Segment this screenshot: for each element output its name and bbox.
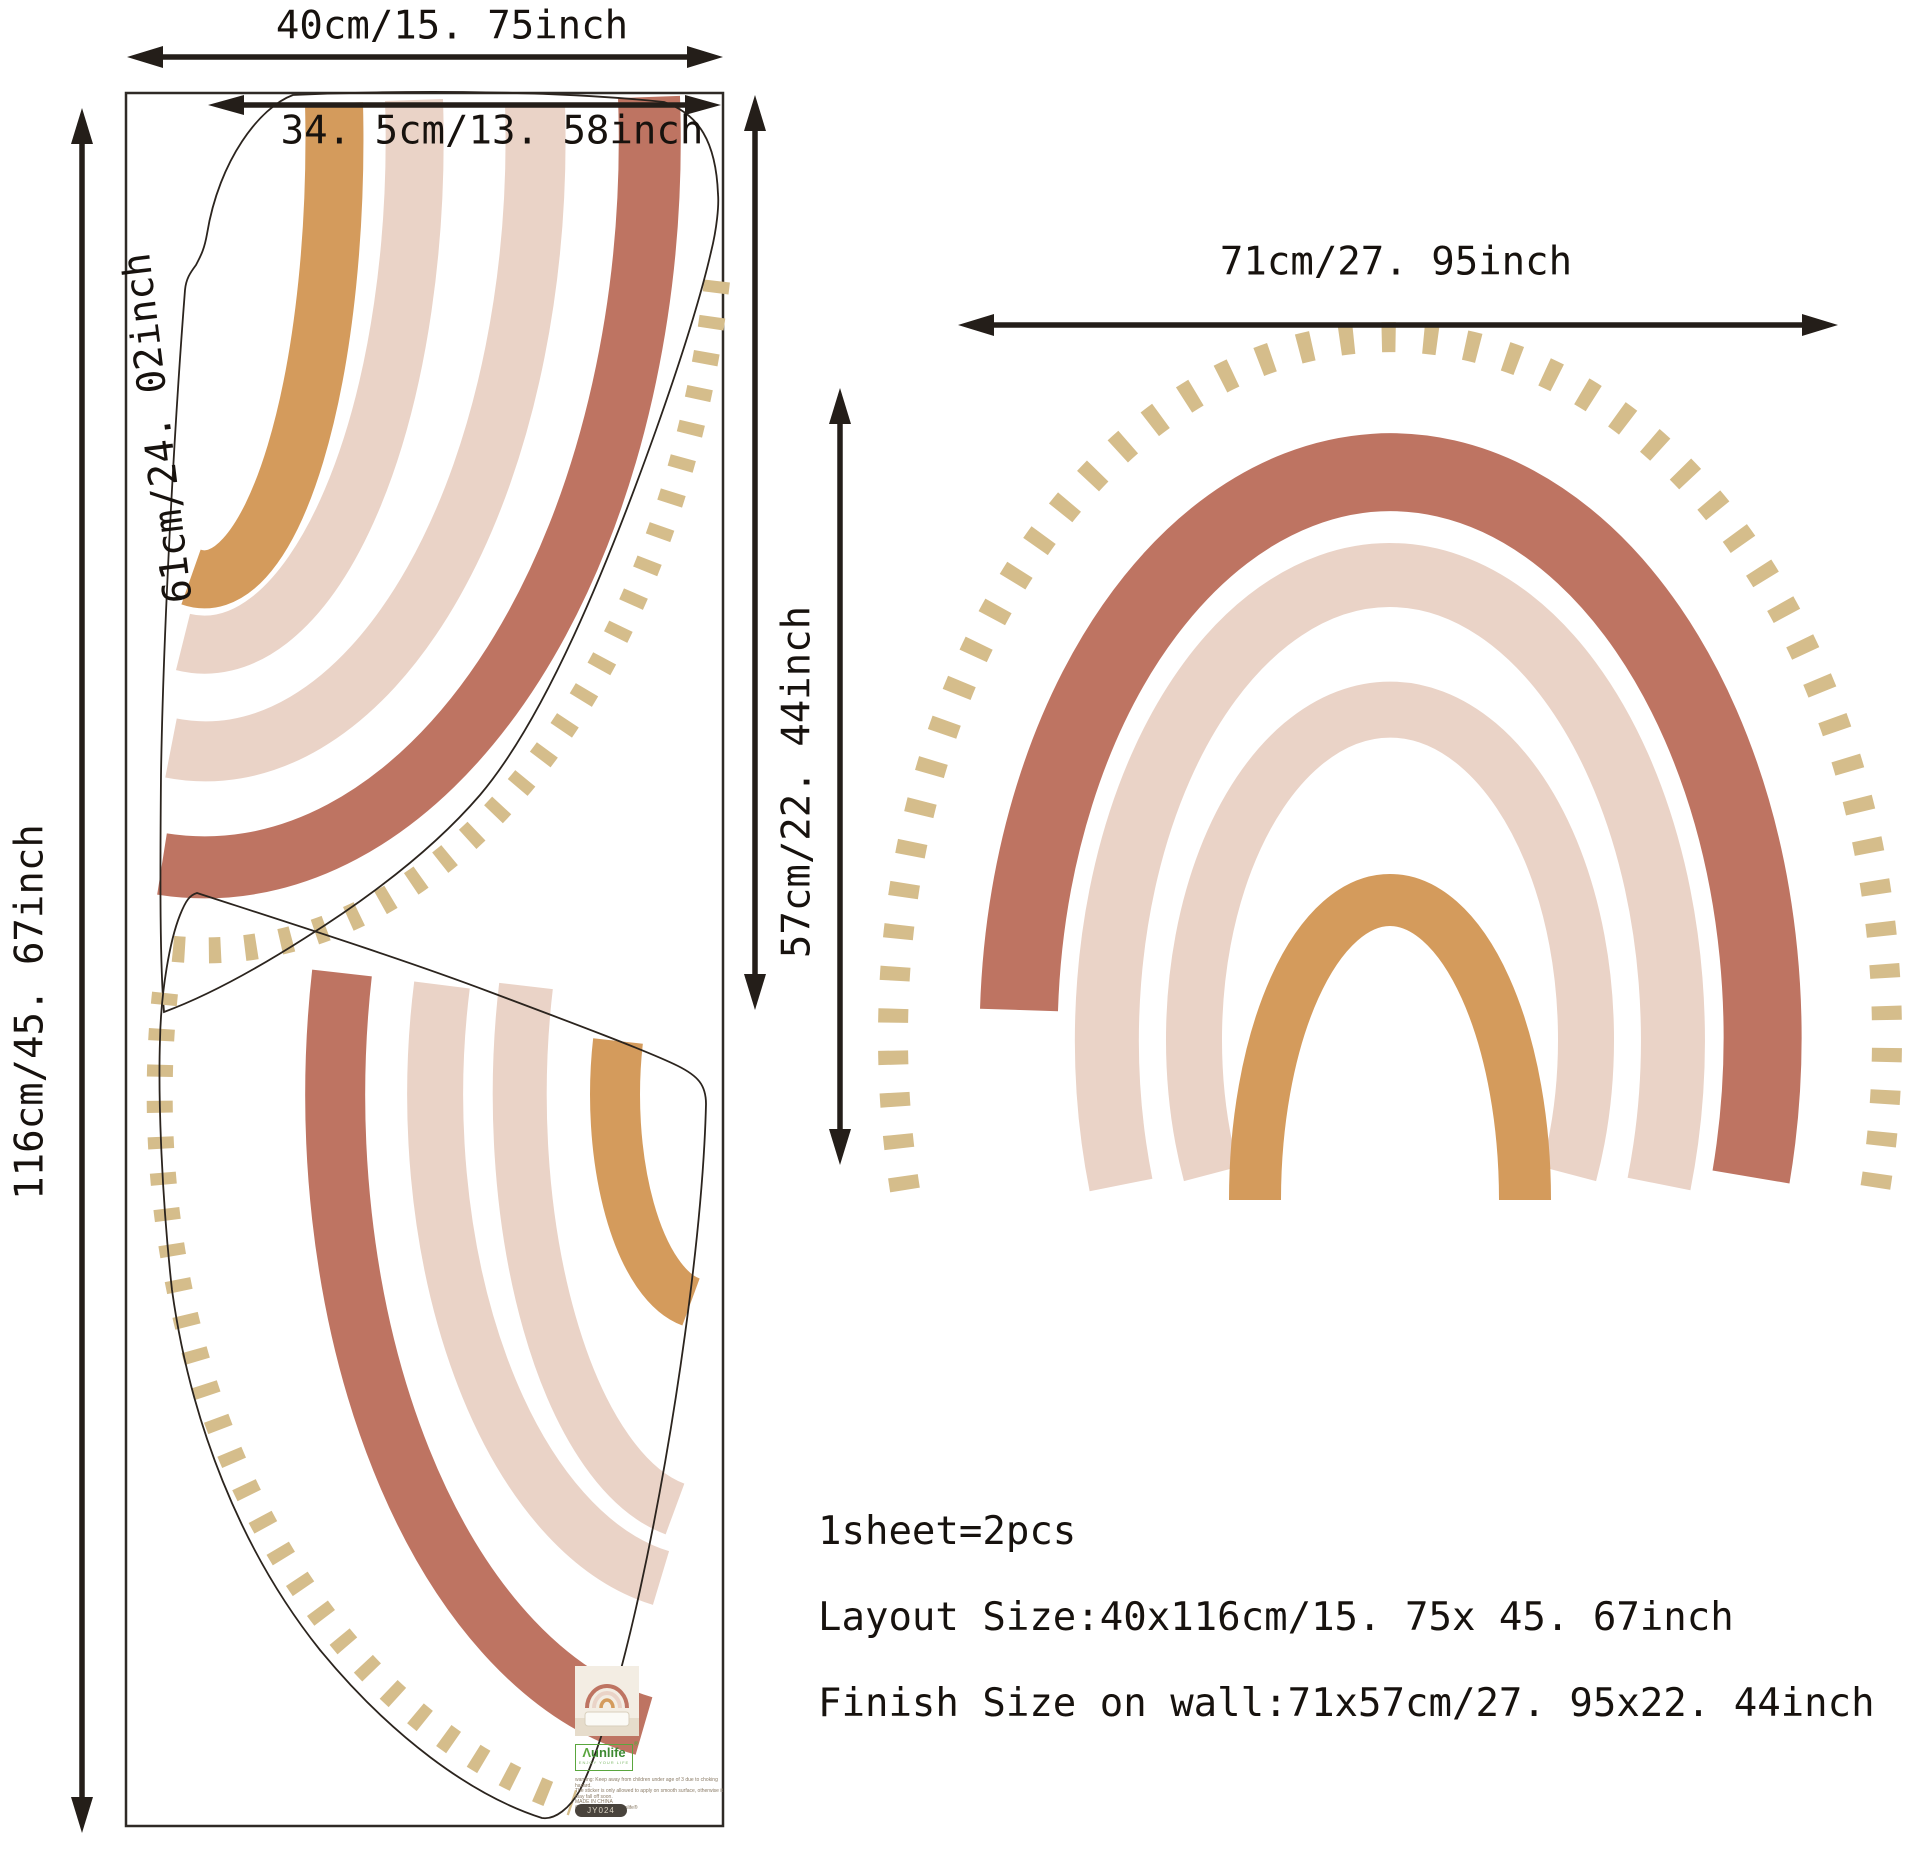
thumb-arc-orange (599, 1698, 615, 1709)
dimension-arrows (71, 46, 1838, 1833)
rainbow-terracotta-arc (980, 433, 1802, 1184)
rainbow-orange-arc (1229, 874, 1551, 1201)
rainbow-pink-arc-inner (1166, 681, 1614, 1182)
arrowhead-down-icon (744, 974, 766, 1010)
finished-rainbow (878, 322, 1902, 1201)
bottom-piece-orange-arc (590, 1038, 701, 1326)
registered-trademark-icon: ® (634, 1740, 639, 1748)
info-sheet-count: 1sheet=2pcs (818, 1509, 1077, 1554)
arrowhead-down-icon (829, 1129, 851, 1165)
top-piece-pink-arc-inner (176, 99, 444, 674)
top-piece-pink-arc-outer (165, 103, 566, 782)
top-piece-cut-outline (159, 91, 720, 1014)
arrowhead-left-icon (127, 46, 163, 68)
arrowhead-right-icon (1802, 314, 1838, 336)
arrowhead-left-icon (958, 314, 994, 336)
top-piece-terracotta-arc (157, 95, 681, 899)
thumb-arc-pink (592, 1691, 622, 1709)
info-layout-size: Layout Size:40x116cm/15. 75x 45. 67inch (818, 1595, 1734, 1640)
info-finish-size: Finish Size on wall:71x57cm/27. 95x22. 4… (818, 1681, 1875, 1726)
arrowhead-left-icon (208, 95, 244, 115)
bottom-piece-pink-arc-inner (492, 982, 686, 1535)
arrowhead-up-icon (829, 388, 851, 424)
sheet-piece-bottom (146, 892, 707, 1820)
funlife-logo: Λunlife ENJOY YOUR LIFE (575, 1744, 633, 1771)
bottom-piece-terracotta-arc (305, 969, 653, 1755)
arrowhead-up-icon (71, 108, 93, 144)
logo-brand-text: unlife (591, 1745, 626, 1760)
thumb-arc-terracotta (585, 1684, 629, 1709)
warning-line: The sticker is only allowed to apply on … (575, 1788, 723, 1800)
thumb-crib (584, 1711, 630, 1727)
label-sheet-height: 116cm/45. 67inch (7, 824, 53, 1200)
sheet-piece-top (148, 91, 730, 1014)
arrowhead-right-icon (685, 95, 721, 115)
label-piece-width: 34. 5cm/13. 58inch (280, 108, 704, 154)
top-piece-dots-arc (148, 279, 730, 964)
bottom-piece-pink-arc-outer (407, 981, 670, 1605)
warning-line: warning: Keep away from children under a… (575, 1777, 718, 1789)
label-finish-height: 57cm/22. 44inch (774, 605, 820, 959)
rainbow-dots-arc (878, 322, 1902, 1193)
product-photo-thumbnail (575, 1666, 639, 1736)
sku-badge: JY024 (575, 1804, 627, 1817)
arrowhead-down-icon (71, 1797, 93, 1833)
top-piece-orange-arc (181, 102, 364, 609)
logo-roof-icon: Λ (582, 1745, 591, 1760)
bottom-piece-cut-outline (158, 892, 707, 1820)
logo-tagline: ENJOY YOUR LIFE (578, 1760, 630, 1765)
arrowhead-right-icon (687, 46, 723, 68)
arrowhead-up-icon (744, 95, 766, 131)
label-sheet-width: 40cm/15. 75inch (275, 3, 629, 49)
rainbow-pink-arc-outer (1074, 543, 1705, 1192)
warning-line: MADE IN CHINA (575, 1799, 613, 1806)
product-label-card: Λunlife ENJOY YOUR LIFE ® warning: Keep … (568, 1648, 726, 1823)
thumbnail-rainbow-art (575, 1666, 639, 1736)
label-finish-width: 71cm/27. 95inch (1219, 239, 1573, 285)
